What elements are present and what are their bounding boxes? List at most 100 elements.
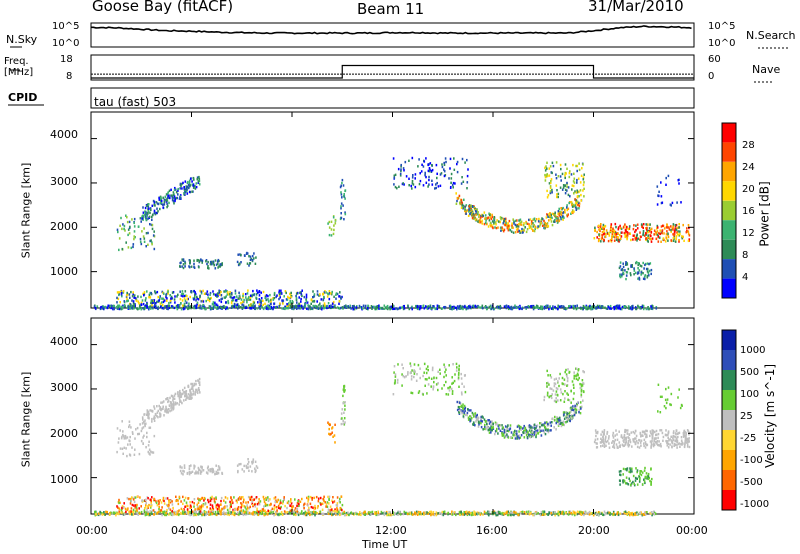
scatter-point bbox=[164, 195, 167, 198]
scatter-point bbox=[576, 164, 579, 168]
date-title: 31/Mar/2010 bbox=[588, 0, 684, 15]
scatter-point bbox=[653, 233, 655, 236]
scatter-point bbox=[327, 293, 330, 296]
scatter-point bbox=[605, 229, 608, 232]
scatter-point bbox=[687, 232, 690, 236]
scatter-point bbox=[434, 187, 436, 190]
scatter-point bbox=[645, 223, 647, 226]
scatter-point bbox=[286, 506, 288, 510]
scatter-point bbox=[121, 227, 123, 231]
scatter-point bbox=[150, 499, 152, 502]
scatter-point bbox=[132, 432, 134, 435]
scatter-point bbox=[645, 267, 648, 271]
scatter-point bbox=[128, 220, 131, 224]
scatter-point bbox=[113, 304, 115, 308]
scatter-point bbox=[155, 211, 158, 215]
scatter-point bbox=[564, 188, 567, 192]
scatter-point bbox=[630, 238, 632, 242]
scatter-point bbox=[433, 376, 435, 379]
scatter-point bbox=[231, 299, 233, 302]
scatter-point bbox=[494, 511, 496, 514]
scatter-point bbox=[335, 513, 337, 516]
scatter-point bbox=[175, 499, 178, 503]
scatter-point bbox=[145, 214, 148, 218]
scatter-point bbox=[168, 499, 170, 502]
scatter-point bbox=[335, 293, 337, 296]
scatter-point bbox=[151, 227, 154, 231]
scatter-point bbox=[227, 291, 229, 294]
scatter-point bbox=[583, 173, 585, 176]
scatter-point bbox=[295, 305, 297, 308]
scatter-point bbox=[624, 235, 626, 239]
scatter-point bbox=[424, 378, 427, 381]
scatter-point bbox=[554, 211, 556, 214]
scatter-point bbox=[361, 512, 363, 515]
scatter-point bbox=[284, 290, 287, 293]
scatter-point bbox=[278, 289, 281, 292]
scatter-point bbox=[146, 508, 148, 511]
scatter-point bbox=[576, 207, 578, 210]
scatter-point bbox=[301, 294, 303, 297]
scatter-point bbox=[245, 501, 247, 504]
scatter-point bbox=[326, 306, 328, 310]
scatter-point bbox=[334, 509, 337, 513]
scatter-point bbox=[116, 307, 119, 310]
scatter-point bbox=[408, 177, 410, 180]
scatter-point bbox=[339, 307, 341, 310]
scatter-point bbox=[313, 299, 316, 303]
scatter-point bbox=[493, 219, 496, 222]
scatter-point bbox=[128, 497, 130, 501]
scatter-point bbox=[296, 507, 299, 511]
scatter-point bbox=[216, 508, 219, 511]
scatter-point bbox=[546, 174, 549, 178]
scatter-point bbox=[520, 220, 523, 223]
scatter-point bbox=[515, 511, 517, 514]
scatter-point bbox=[557, 212, 559, 216]
scatter-point bbox=[192, 393, 194, 396]
scatter-point bbox=[212, 303, 215, 306]
scatter-point bbox=[185, 306, 188, 309]
scatter-point bbox=[399, 513, 402, 516]
scatter-point bbox=[171, 291, 174, 294]
scatter-point bbox=[340, 193, 343, 196]
scatter-point bbox=[553, 218, 556, 222]
scatter-point bbox=[159, 510, 162, 513]
scatter-point bbox=[620, 227, 623, 231]
scatter-point bbox=[311, 307, 313, 310]
scatter-point bbox=[179, 389, 181, 393]
scatter-point bbox=[428, 178, 430, 182]
scatter-point bbox=[217, 266, 219, 269]
scatter-point bbox=[162, 300, 165, 304]
scatter-point bbox=[249, 496, 251, 499]
scatter-point bbox=[682, 223, 684, 227]
scatter-point bbox=[548, 167, 551, 170]
scatter-point bbox=[335, 512, 337, 515]
scatter-point bbox=[249, 258, 252, 261]
scatter-point bbox=[133, 225, 136, 228]
scatter-point bbox=[426, 378, 428, 381]
scatter-point bbox=[207, 498, 209, 502]
scatter-point bbox=[316, 305, 318, 309]
scatter-point bbox=[563, 306, 565, 309]
scatter-point bbox=[167, 194, 169, 197]
scatter-point bbox=[430, 510, 432, 513]
scatter-point bbox=[195, 182, 198, 185]
scatter-point bbox=[603, 227, 605, 231]
scatter-point bbox=[147, 510, 149, 514]
scatter-point bbox=[134, 305, 136, 309]
scatter-point bbox=[179, 290, 181, 293]
scatter-point bbox=[133, 235, 135, 238]
scatter-point bbox=[116, 304, 119, 307]
scatter-point bbox=[257, 510, 260, 514]
scatter-point bbox=[178, 397, 181, 400]
scatter-point bbox=[280, 292, 283, 295]
scatter-point bbox=[427, 368, 429, 372]
scatter-point bbox=[331, 431, 333, 434]
scatter-point bbox=[402, 367, 404, 370]
scatter-point bbox=[146, 290, 148, 293]
scatter-point bbox=[284, 504, 286, 508]
scatter-point bbox=[122, 433, 124, 437]
scatter-point bbox=[201, 305, 203, 308]
scatter-point bbox=[544, 221, 546, 225]
scatter-point bbox=[127, 233, 129, 237]
